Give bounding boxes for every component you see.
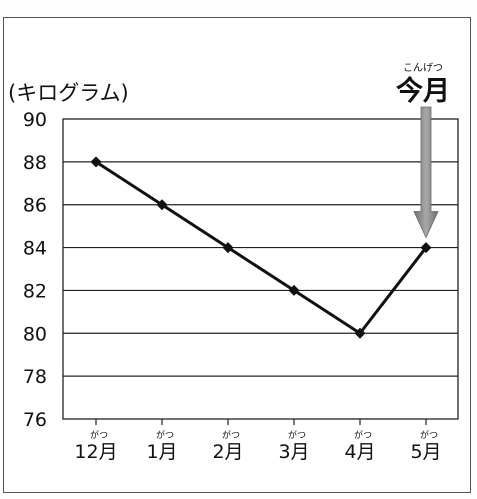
y-tick-label: 80 (23, 323, 47, 345)
x-tick-marks (95, 419, 427, 425)
x-tick-label: 12月 (74, 441, 117, 463)
y-tick-labels: 76 78 80 82 84 86 88 90 (23, 109, 47, 431)
y-tick-label: 76 (23, 409, 47, 431)
series-line (95, 160, 428, 336)
data-point (420, 242, 432, 254)
x-tick-ruby: がつ (90, 429, 108, 441)
x-tick-ruby: がつ (156, 429, 174, 441)
y-tick-label: 88 (23, 152, 47, 174)
annotation-label: 今月 (396, 75, 450, 107)
data-point (288, 284, 300, 296)
x-tick-label: 3月 (278, 441, 309, 463)
plot-area (62, 118, 459, 420)
y-tick-label: 78 (23, 366, 47, 388)
x-tick-label: 1月 (146, 441, 177, 463)
data-point (90, 156, 102, 168)
data-point (354, 327, 366, 339)
x-tick-ruby: がつ (288, 429, 306, 441)
y-tick-label: 84 (23, 238, 47, 260)
annotation-ruby: こんげつ (403, 62, 443, 74)
x-tick-label: 5月 (410, 441, 441, 463)
x-tick-label: 2月 (212, 441, 243, 463)
x-tick-ruby: がつ (420, 429, 438, 441)
y-tick-label: 86 (23, 195, 47, 217)
data-point (222, 242, 234, 254)
x-tick-ruby: がつ (354, 429, 372, 441)
y-axis-label: (キログラム) (8, 81, 129, 105)
y-tick-label: 82 (23, 280, 47, 302)
down-arrow-icon (413, 106, 439, 239)
x-tick-label: 4月 (344, 441, 375, 463)
x-tick-ruby: がつ (222, 429, 240, 441)
data-markers (90, 156, 432, 339)
y-tick-label: 90 (23, 109, 47, 131)
data-point (156, 199, 168, 211)
